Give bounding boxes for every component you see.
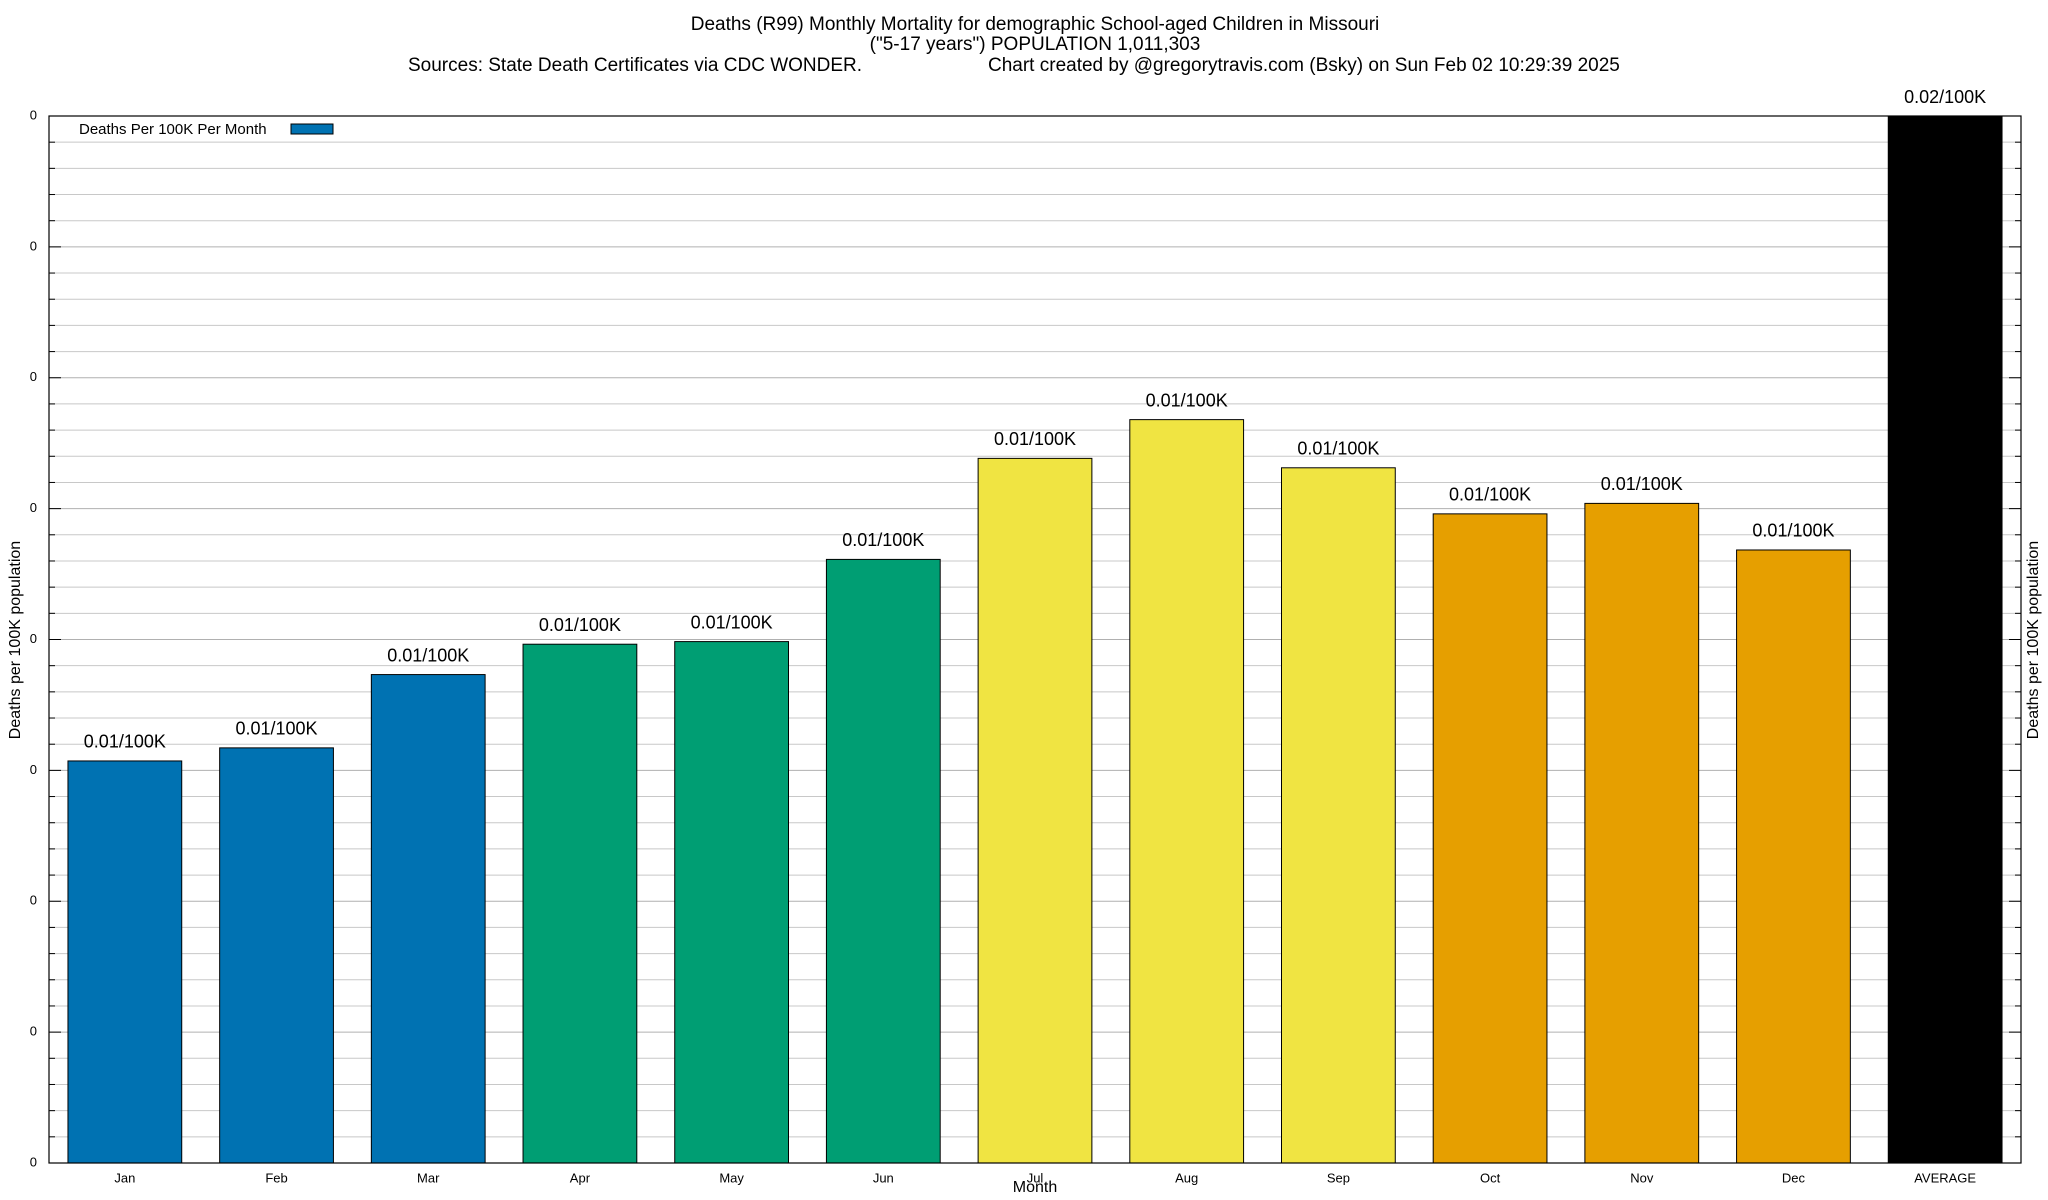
x-axis-label: Month bbox=[1013, 1179, 1057, 1196]
x-tick-label: Dec bbox=[1782, 1170, 1806, 1185]
bar bbox=[522, 643, 638, 1164]
y-tick-label: 0 bbox=[30, 762, 37, 777]
credit: Chart created by @gregorytravis.com (Bsk… bbox=[988, 55, 1620, 76]
value-label: 0.01/100K bbox=[539, 615, 621, 635]
value-label: 0.01/100K bbox=[994, 429, 1076, 449]
x-tick-label: AVERAGE bbox=[1914, 1170, 1976, 1185]
x-tick-label: Nov bbox=[1630, 1170, 1654, 1185]
y2-axis-label: Deaths per 100K population bbox=[2025, 541, 2042, 739]
x-tick-label: Jan bbox=[114, 1170, 135, 1185]
y-tick-label: 0 bbox=[30, 1024, 37, 1039]
chart-subtitle: ("5-17 years") POPULATION 1,011,303 bbox=[870, 34, 1201, 55]
y-tick-label: 0 bbox=[30, 893, 37, 908]
bar bbox=[1736, 549, 1851, 1164]
value-label: 0.01/100K bbox=[84, 732, 166, 752]
bar bbox=[1129, 419, 1245, 1164]
y-tick-label: 0 bbox=[30, 631, 37, 646]
value-label: 0.01/100K bbox=[842, 530, 924, 550]
value-label: 0.01/100K bbox=[1449, 485, 1531, 505]
y-tick-label: 0 bbox=[30, 107, 37, 122]
y-tick-label: 0 bbox=[30, 500, 37, 515]
x-tick-label: Mar bbox=[417, 1170, 440, 1185]
bar bbox=[1584, 502, 1700, 1164]
value-label: 0.01/100K bbox=[691, 612, 773, 632]
bar bbox=[825, 558, 941, 1164]
y-tick-label: 0 bbox=[30, 238, 37, 253]
y-axis-label: Deaths per 100K population bbox=[7, 541, 24, 739]
bar bbox=[674, 641, 790, 1164]
bar bbox=[370, 674, 486, 1164]
x-tick-label: Jun bbox=[873, 1170, 894, 1185]
y-tick-label: 0 bbox=[30, 369, 37, 384]
x-tick-label: Aug bbox=[1175, 1170, 1198, 1185]
sources: Sources: State Death Certificates via CD… bbox=[408, 55, 862, 76]
legend-label: Deaths Per 100K Per Month bbox=[79, 121, 267, 138]
y-tick-label: 0 bbox=[30, 1154, 37, 1169]
value-label: 0.01/100K bbox=[1297, 439, 1379, 459]
bar bbox=[1432, 513, 1548, 1164]
bar bbox=[977, 457, 1093, 1164]
bar bbox=[1281, 467, 1396, 1164]
legend-swatch bbox=[290, 123, 334, 135]
value-label: 0.01/100K bbox=[1146, 390, 1228, 410]
value-label: 0.02/100K bbox=[1904, 87, 1986, 107]
value-label: 0.01/100K bbox=[1752, 521, 1834, 541]
chart-title: Deaths (R99) Monthly Mortality for demog… bbox=[691, 14, 1380, 35]
plot-frame bbox=[48, 115, 2022, 1164]
bar bbox=[219, 747, 334, 1164]
bar bbox=[1887, 115, 2003, 1164]
value-label: 0.01/100K bbox=[1601, 474, 1683, 494]
x-tick-label: Apr bbox=[570, 1170, 591, 1185]
x-tick-label: Jul bbox=[1027, 1170, 1044, 1185]
x-tick-label: May bbox=[719, 1170, 744, 1185]
value-label: 0.01/100K bbox=[235, 719, 317, 739]
x-tick-label: Oct bbox=[1480, 1170, 1501, 1185]
bar bbox=[67, 760, 183, 1164]
value-label: 0.01/100K bbox=[387, 645, 469, 665]
x-tick-label: Sep bbox=[1327, 1170, 1350, 1185]
x-tick-label: Feb bbox=[265, 1170, 287, 1185]
